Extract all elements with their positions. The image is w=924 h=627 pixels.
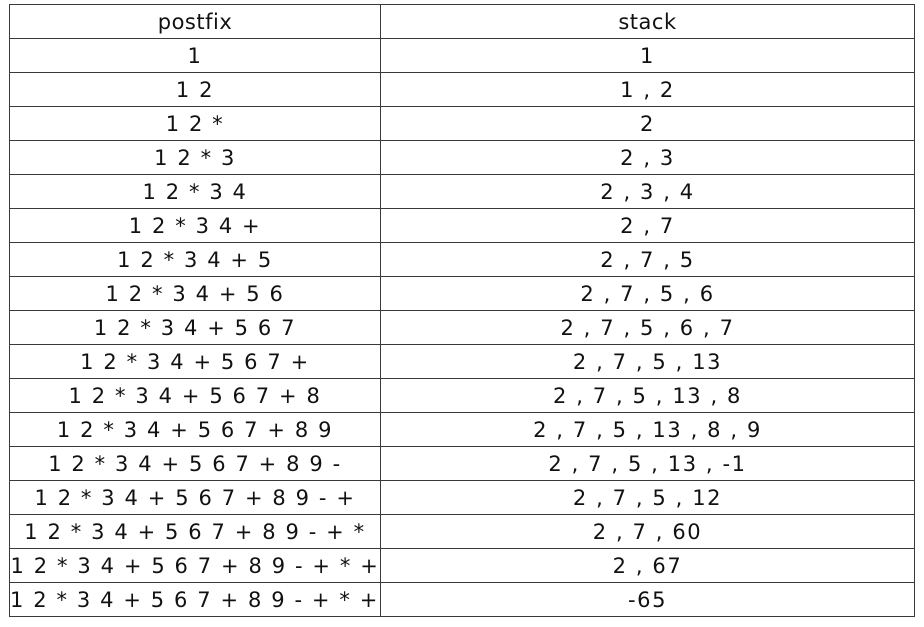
postfix-cell: 1 2 * 3 4 + 5 6 7 + 8 9 - + * + [9, 548, 381, 583]
column-header-postfix: postfix [9, 4, 381, 39]
stack-cell: 2 , 7 , 5 , 6 [380, 276, 915, 311]
stack-cell: 2 , 67 [380, 548, 915, 583]
table-row: 1 2 * 3 4 + 5 6 7 + 8 9 - + * + - -65 [9, 582, 915, 617]
table-row: 1 2 * 3 4 + 5 6 7 +2 , 7 , 5 , 13 [9, 344, 915, 379]
stack-cell: 2 , 7 , 5 , 12 [380, 480, 915, 515]
postfix-cell: 1 2 * 3 4 + 5 6 7 [9, 310, 381, 345]
column-header-stack: stack [380, 4, 915, 39]
postfix-cell: 1 2 * 3 4 + 5 6 7 + [9, 344, 381, 379]
table-row: 1 2 * 2 [9, 106, 915, 141]
postfix-cell: 1 2 * 3 4 + 5 6 7 + 8 9 - + [9, 480, 381, 515]
stack-cell: 2 , 7 , 5 , 13 , 8 [380, 378, 915, 413]
postfix-cell: 1 2 * 3 4 + [9, 208, 381, 243]
stack-cell: 2 , 7 [380, 208, 915, 243]
postfix-cell: 1 2 * 3 4 + 5 [9, 242, 381, 277]
stack-cell: 2 , 3 , 4 [380, 174, 915, 209]
stack-cell: 2 , 7 , 5 , 13 [380, 344, 915, 379]
stack-cell: 2 , 7 , 5 , 6 , 7 [380, 310, 915, 345]
table-row: 1 2 * 3 4 + 5 6 7 + 8 9 - +2 , 7 , 5 , 1… [9, 480, 915, 515]
table-row: 1 2 * 3 4 + 5 6 7 + 8 9 - + * 2 , 7 , 60 [9, 514, 915, 549]
stack-cell: 1 , 2 [380, 72, 915, 107]
postfix-cell: 1 2 * 3 4 + 5 6 7 + 8 [9, 378, 381, 413]
postfix-cell: 1 2 * 3 4 + 5 6 7 + 8 9 - + * + - [9, 582, 381, 617]
postfix-cell: 1 2 * [9, 106, 381, 141]
postfix-cell: 1 2 * 3 4 [9, 174, 381, 209]
postfix-cell: 1 2 * 3 4 + 5 6 7 + 8 9 - [9, 446, 381, 481]
stack-cell: 2 , 7 , 5 [380, 242, 915, 277]
table-header-row: postfix stack [9, 4, 915, 39]
postfix-cell: 1 2 * 3 4 + 5 6 [9, 276, 381, 311]
postfix-cell: 1 2 * 3 [9, 140, 381, 175]
postfix-cell: 1 [9, 38, 381, 73]
stack-cell: -65 [380, 582, 915, 617]
table-row: 1 2 * 3 4 + 5 6 7 + 8 9 - + * +2 , 67 [9, 548, 915, 583]
postfix-cell: 1 2 * 3 4 + 5 6 7 + 8 9 [9, 412, 381, 447]
table-row: 1 2 * 3 4 +2 , 7 [9, 208, 915, 243]
stack-cell: 1 [380, 38, 915, 73]
stack-cell: 2 , 7 , 5 , 13 , -1 [380, 446, 915, 481]
stack-cell: 2 , 3 [380, 140, 915, 175]
stack-cell: 2 [380, 106, 915, 141]
stack-cell: 2 , 7 , 5 , 13 , 8 , 9 [380, 412, 915, 447]
table-row: 1 2 * 3 4 + 5 6 7 + 8 9 -2 , 7 , 5 , 13 … [9, 446, 915, 481]
stack-cell: 2 , 7 , 60 [380, 514, 915, 549]
postfix-cell: 1 2 * 3 4 + 5 6 7 + 8 9 - + * [9, 514, 381, 549]
postfix-cell: 1 2 [9, 72, 381, 107]
